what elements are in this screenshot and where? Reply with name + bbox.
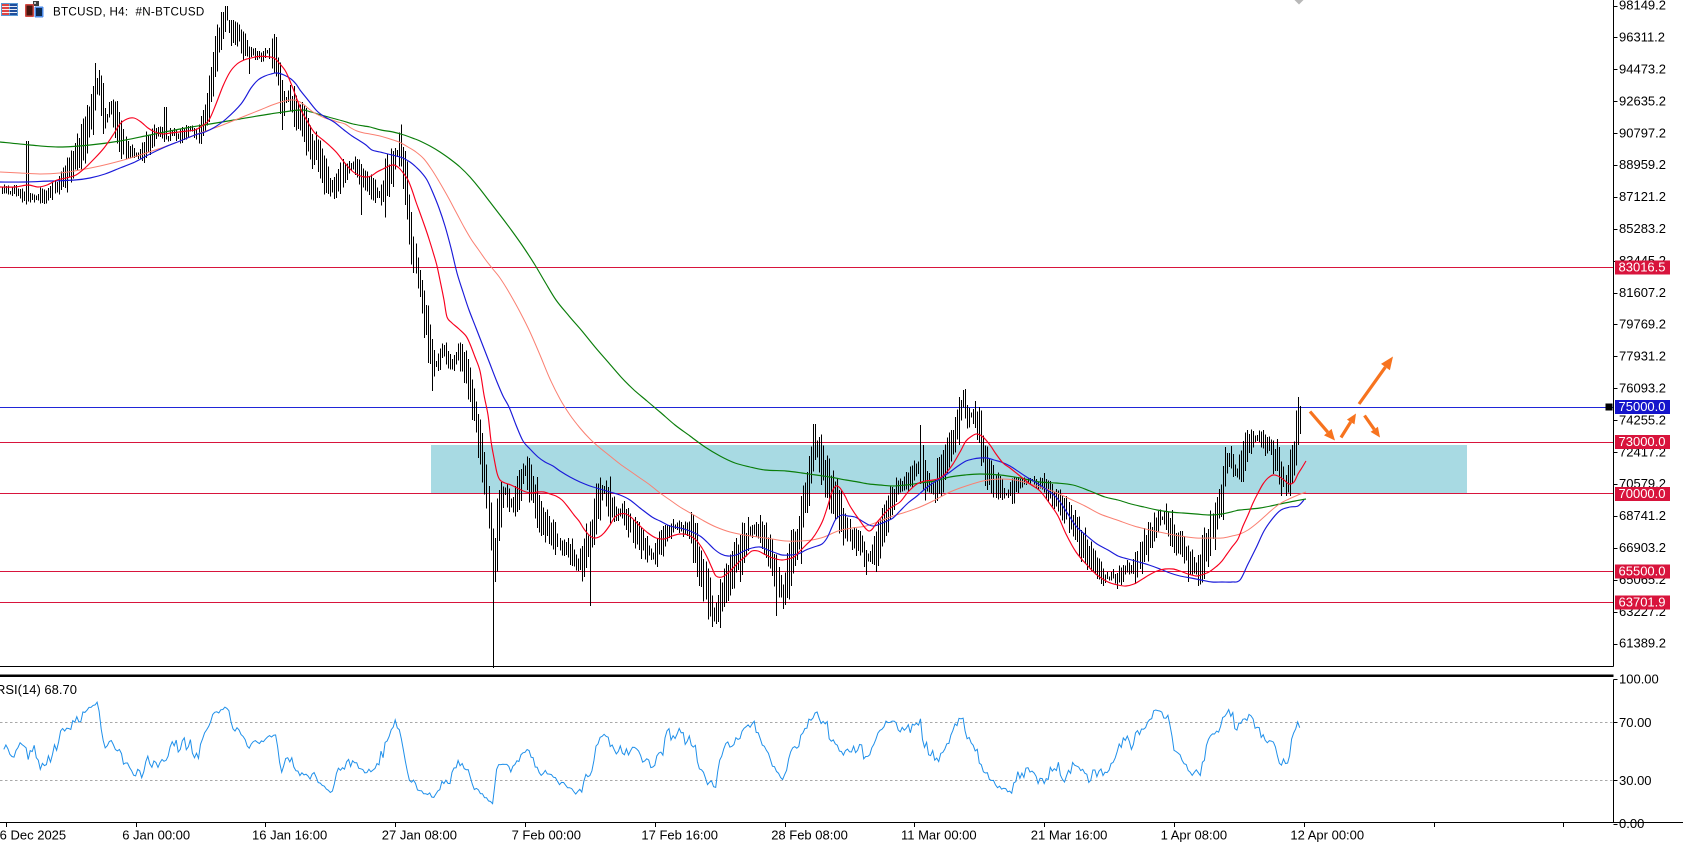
svg-text:85283.2: 85283.2	[1619, 221, 1666, 236]
svg-text:79769.2: 79769.2	[1619, 317, 1666, 332]
svg-text:0.00: 0.00	[1619, 816, 1644, 831]
svg-text:65500.0: 65500.0	[1619, 564, 1666, 579]
svg-text:21 Mar 16:00: 21 Mar 16:00	[1031, 828, 1108, 843]
svg-text:76093.2: 76093.2	[1619, 381, 1666, 396]
svg-text:75000.0: 75000.0	[1619, 399, 1666, 414]
svg-text:94473.2: 94473.2	[1619, 62, 1666, 77]
svg-text:BTCUSD, H4: #N-BTCUSD: BTCUSD, H4: #N-BTCUSD	[53, 6, 205, 19]
svg-text:68741.2: 68741.2	[1619, 508, 1666, 523]
svg-text:88959.2: 88959.2	[1619, 157, 1666, 172]
svg-text:92635.2: 92635.2	[1619, 93, 1666, 108]
svg-text:28 Feb 08:00: 28 Feb 08:00	[771, 828, 848, 843]
svg-text:74255.2: 74255.2	[1619, 412, 1666, 427]
svg-text:98149.2: 98149.2	[1619, 0, 1666, 13]
svg-text:90797.2: 90797.2	[1619, 125, 1666, 140]
svg-text:12 Apr 00:00: 12 Apr 00:00	[1290, 828, 1364, 843]
svg-text:RSI(14) 68.70: RSI(14) 68.70	[0, 682, 77, 697]
svg-text:81607.2: 81607.2	[1619, 285, 1666, 300]
svg-text:11 Mar 00:00: 11 Mar 00:00	[901, 828, 977, 843]
svg-text:30.00: 30.00	[1619, 773, 1652, 788]
svg-text:63701.9: 63701.9	[1619, 595, 1666, 610]
svg-text:77931.2: 77931.2	[1619, 349, 1666, 364]
svg-text:100.00: 100.00	[1619, 672, 1659, 687]
svg-text:73000.0: 73000.0	[1619, 434, 1666, 449]
svg-text:27 Jan 08:00: 27 Jan 08:00	[382, 828, 457, 843]
svg-text:70.00: 70.00	[1619, 715, 1652, 730]
svg-text:70000.0: 70000.0	[1619, 486, 1666, 501]
svg-text:96311.2: 96311.2	[1619, 30, 1665, 45]
svg-text:17 Feb 16:00: 17 Feb 16:00	[641, 828, 718, 843]
svg-text:16 Jan 16:00: 16 Jan 16:00	[252, 828, 327, 843]
svg-text:66903.2: 66903.2	[1619, 540, 1666, 555]
svg-text:83016.5: 83016.5	[1619, 260, 1666, 275]
svg-text:61389.2: 61389.2	[1619, 636, 1666, 651]
svg-text:87121.2: 87121.2	[1619, 189, 1666, 204]
svg-text:6 Jan 00:00: 6 Jan 00:00	[122, 828, 190, 843]
svg-text:1 Apr 08:00: 1 Apr 08:00	[1161, 828, 1228, 843]
svg-text:26 Dec 2025: 26 Dec 2025	[0, 828, 66, 843]
svg-text:7 Feb 00:00: 7 Feb 00:00	[512, 828, 581, 843]
